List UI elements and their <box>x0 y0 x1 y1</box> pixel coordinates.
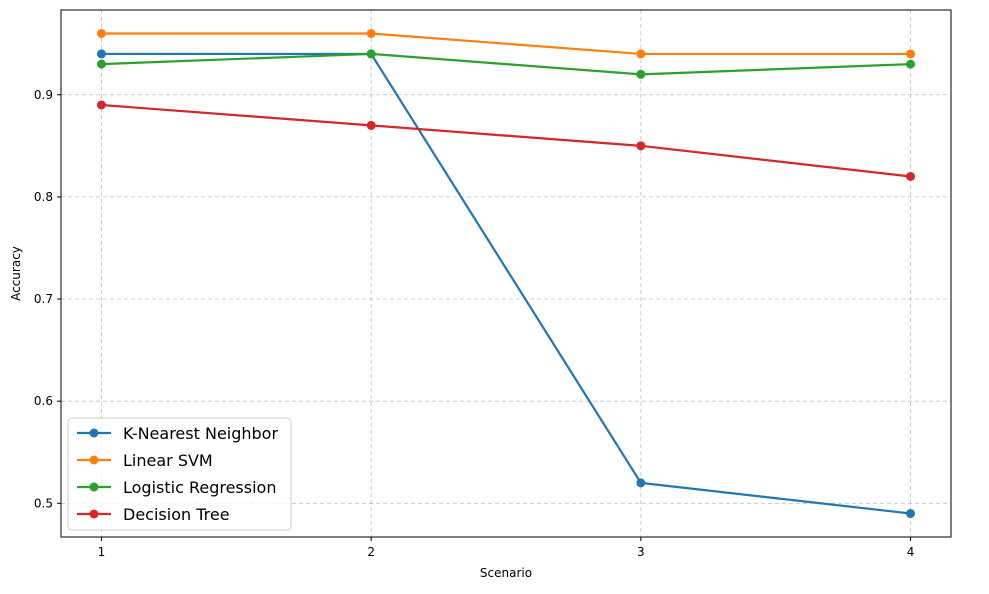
data-point <box>906 59 916 69</box>
data-point <box>366 28 376 38</box>
series-logistic-regression <box>96 49 916 79</box>
data-point <box>636 478 646 488</box>
grid-layer <box>61 10 951 537</box>
series-linear-svm <box>96 28 916 59</box>
legend-box <box>67 417 292 531</box>
data-point <box>96 28 106 38</box>
legend-marker <box>89 509 99 519</box>
y-tick-label: 0.6 <box>34 394 53 408</box>
data-point <box>366 49 376 59</box>
data-point <box>636 69 646 79</box>
legend-marker <box>89 482 99 492</box>
x-tick-label: 2 <box>367 545 375 559</box>
legend-label: Decision Tree <box>123 505 230 524</box>
ticks-layer: 1 2 3 4 0.5 0.6 0.7 0.8 0.9 <box>34 88 914 559</box>
data-point <box>96 49 106 59</box>
series-line <box>101 52 911 515</box>
x-tick-label: 1 <box>98 545 106 559</box>
data-point <box>366 120 376 130</box>
y-tick-label: 0.5 <box>34 496 53 510</box>
x-axis-label: Scenario <box>480 566 532 580</box>
y-tick-label: 0.8 <box>34 190 53 204</box>
series-line <box>101 52 911 76</box>
legend-label: Linear SVM <box>123 451 213 470</box>
plot-frame <box>60 9 952 538</box>
data-point <box>636 141 646 151</box>
legend-label: Logistic Regression <box>123 478 276 497</box>
data-point <box>906 49 916 59</box>
series-line <box>101 103 911 178</box>
y-tick-label: 0.7 <box>34 292 53 306</box>
legend-marker <box>89 428 99 438</box>
series-layer <box>96 28 916 519</box>
y-axis-label: Accuracy <box>9 246 23 301</box>
data-point <box>96 100 106 110</box>
x-tick-label: 4 <box>907 545 915 559</box>
y-tick-label: 0.9 <box>34 88 53 102</box>
data-point <box>906 171 916 181</box>
legend-marker <box>89 455 99 465</box>
legend: K-Nearest Neighbor Linear SVM Logistic Reg… <box>67 417 292 531</box>
legend-label: K-Nearest Neighbor <box>123 424 278 443</box>
series-line <box>101 32 911 56</box>
data-point <box>906 509 916 519</box>
data-point <box>96 59 106 69</box>
x-tick-label: 3 <box>637 545 645 559</box>
data-point <box>636 49 646 59</box>
series-decision-tree <box>96 100 916 181</box>
